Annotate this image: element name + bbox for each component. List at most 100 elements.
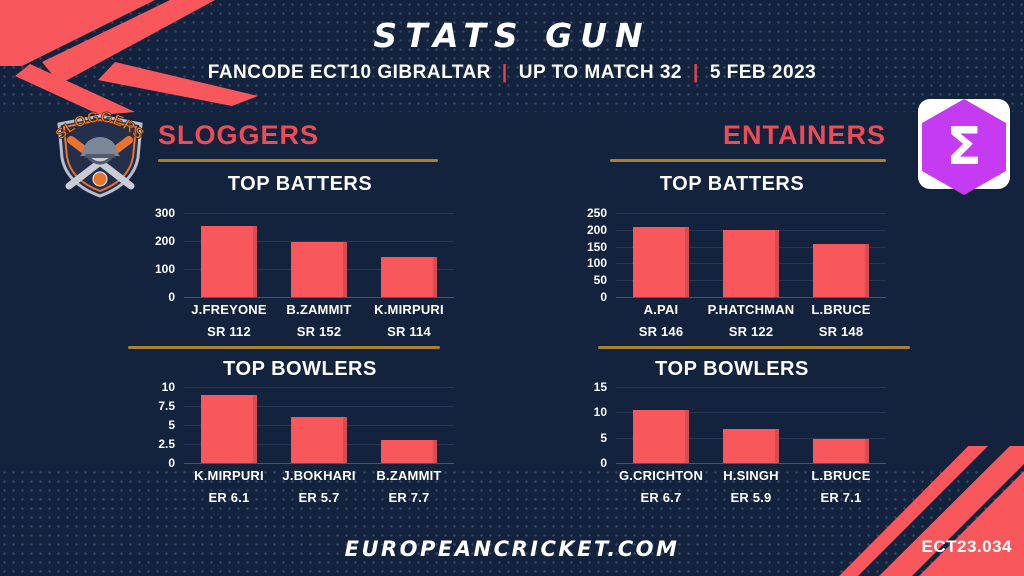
- player-name: J.BOKHARI: [282, 468, 356, 483]
- gridline: 10: [162, 380, 454, 394]
- player-name: B.ZAMMIT: [376, 468, 442, 483]
- player-stat: ER 6.7: [640, 490, 682, 505]
- sigma-icon: Σ: [946, 117, 982, 177]
- player-stat: ER 7.1: [820, 490, 862, 505]
- chart-sloggers-top-batters: 300 200 100 0 J.FREYONE B.ZAMMIT K.MIRPURI SR…: [140, 206, 460, 339]
- player-name: B.ZAMMIT: [286, 302, 352, 317]
- player-stat: SR 152: [296, 324, 342, 339]
- bar-g-crichton: [633, 409, 689, 463]
- player-name: K.MIRPURI: [194, 468, 264, 483]
- player-name: A.PAI: [643, 302, 679, 317]
- bar-l-bruce: [813, 438, 869, 463]
- team-underline: [158, 159, 438, 162]
- footer-edition-code: ECT23.034: [921, 537, 1012, 556]
- chart-category-labels: J.FREYONE B.ZAMMIT K.MIRPURI: [184, 302, 454, 317]
- chart-sloggers-top-bowlers: 10 7.5 5 2.5 0 K.MIRPURI J.BOKHARI B.ZAMMIT ER…: [140, 380, 460, 505]
- header: STATS GUN FANCODE ECT10 GIBRALTAR | UP TO …: [0, 16, 1024, 84]
- y-axis-tick: 5: [600, 430, 607, 445]
- page-title: STATS GUN: [373, 16, 651, 55]
- y-axis-tick: 0: [600, 290, 607, 304]
- chart-category-labels: K.MIRPURI J.BOKHARI B.ZAMMIT: [184, 468, 454, 483]
- y-axis-tick: 250: [586, 206, 607, 220]
- footer-website: EUROPEANCRICKET.COM: [344, 537, 680, 561]
- player-name: J.FREYONE: [191, 302, 267, 317]
- chart-plot-area: 300 200 100 0: [155, 206, 454, 304]
- section-divider: [128, 346, 440, 349]
- y-axis-tick: 15: [593, 380, 607, 394]
- y-axis-tick: 200: [586, 222, 607, 237]
- chart-stat-labels: ER 6.7 ER 5.9 ER 7.1: [616, 490, 886, 505]
- y-axis-tick: 10: [593, 405, 607, 420]
- y-axis-tick: 7.5: [158, 399, 175, 413]
- y-axis-tick: 150: [586, 239, 607, 254]
- bar-b-zammit: [381, 440, 437, 463]
- chart-stat-labels: SR 146 SR 122 SR 148: [616, 324, 886, 339]
- bar-b-zammit: [291, 242, 347, 297]
- y-axis-tick: 100: [154, 262, 175, 276]
- player-stat: SR 146: [638, 324, 684, 339]
- player-stat: SR 112: [207, 324, 251, 339]
- team-name-sloggers: SLOGGERS: [158, 120, 320, 150]
- subtitle-separator: |: [692, 62, 699, 83]
- y-axis-tick: 0: [168, 456, 175, 470]
- gridline: 250: [587, 206, 886, 220]
- chart-stat-labels: ER 6.1 ER 5.7 ER 7.7: [184, 490, 454, 505]
- player-stat: ER 6.1: [208, 490, 250, 505]
- y-axis-tick: 300: [154, 206, 175, 220]
- player-stat: SR 122: [728, 324, 774, 339]
- gridline: 7.5: [158, 399, 454, 413]
- gridline: 0: [600, 456, 886, 470]
- sigma-brand-logo: Σ: [914, 95, 1014, 199]
- player-name: G.CRICHTON: [618, 468, 704, 483]
- player-stat: ER 5.7: [298, 490, 340, 505]
- player-name: L.BRUCE: [811, 302, 871, 317]
- subtitle-match: UP TO MATCH 32: [518, 62, 682, 83]
- section-title-top-batters: TOP BATTERS: [227, 173, 373, 195]
- y-axis-tick: 2.5: [158, 437, 175, 451]
- player-stat: ER 7.7: [388, 490, 430, 505]
- player-name: K.MIRPURI: [374, 302, 444, 317]
- chart-plot-area: 250 200 150 100 50 0: [587, 206, 886, 304]
- chart-category-labels: A.PAI P.HATCHMAN L.BRUCE: [616, 302, 886, 317]
- gridline: 0: [600, 290, 886, 304]
- player-stat: ER 5.9: [730, 490, 772, 505]
- player-stat: SR 148: [818, 324, 864, 339]
- subtitle-separator: |: [501, 62, 508, 83]
- chart-entainers-top-bowlers: 15 10 5 0 G.CRICHTON H.SINGH L.BRUCE ER 6.7 ER…: [572, 380, 892, 505]
- y-axis-tick: 0: [600, 456, 607, 470]
- chart-stat-labels: SR 112 SR 152 SR 114: [184, 324, 454, 339]
- helmet-icon: [80, 137, 120, 165]
- bar-j-bokhari: [291, 417, 347, 463]
- chart-entainers-top-batters: 250 200 150 100 50 0 A.PAI P.HATCHMAN L.BRUCE S…: [572, 206, 892, 339]
- bar-p-hatchman: [723, 229, 779, 297]
- panel-sloggers: SLOGGERS TOP BATTERS 300 200 100 0 J.FREYON…: [128, 112, 460, 505]
- hexagon-icon: [922, 99, 1006, 195]
- y-axis-tick: 10: [161, 380, 175, 394]
- cricket-ball-icon: [92, 171, 108, 187]
- team-name-entainers: ENTAINERS: [722, 120, 886, 150]
- player-name: H.SINGH: [723, 468, 779, 483]
- bar-a-pai: [633, 227, 689, 297]
- gridline: 15: [594, 380, 886, 394]
- subtitle-date: 5 FEB 2023: [709, 62, 817, 83]
- panel-entainers: ENTAINERS TOP BATTERS 250 200 150 100 50 0 A.…: [572, 112, 910, 505]
- gridline: 0: [168, 290, 454, 304]
- subtitle: FANCODE ECT10 GIBRALTAR | UP TO MATCH 32 | 5…: [0, 62, 1024, 84]
- y-axis-tick: 200: [154, 234, 175, 248]
- player-name: P.HATCHMAN: [707, 302, 795, 317]
- bar-k-mirpuri: [381, 257, 437, 297]
- y-axis-tick: 100: [586, 256, 607, 271]
- gridline: 0: [168, 456, 454, 470]
- chart-category-labels: G.CRICHTON H.SINGH L.BRUCE: [616, 468, 886, 483]
- bar-l-bruce: [813, 243, 869, 297]
- section-title-top-batters: TOP BATTERS: [659, 173, 805, 195]
- section-title-top-bowlers: TOP BOWLERS: [223, 358, 377, 380]
- subtitle-tournament: FANCODE ECT10 GIBRALTAR: [207, 62, 491, 83]
- gridline: 200: [155, 234, 454, 248]
- player-name: L.BRUCE: [811, 468, 871, 483]
- chart-plot-area: 15 10 5 0: [594, 380, 886, 470]
- section-title-top-bowlers: TOP BOWLERS: [655, 358, 809, 380]
- y-axis-tick: 50: [593, 273, 607, 288]
- bar-h-singh: [723, 428, 779, 463]
- gridline: 10: [594, 405, 886, 419]
